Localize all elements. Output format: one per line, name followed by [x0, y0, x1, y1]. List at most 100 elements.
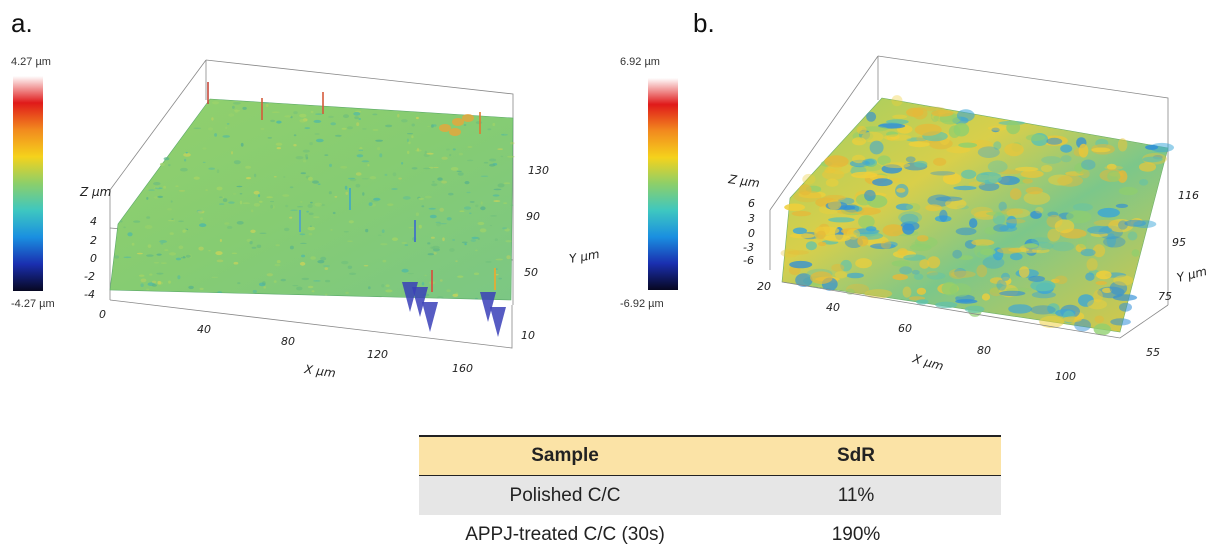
texture-mark — [170, 200, 173, 203]
texture-mark — [228, 113, 235, 117]
texture-mark — [818, 241, 827, 247]
texture-mark — [989, 287, 1003, 297]
texture-mark — [426, 152, 434, 155]
texture-mark — [216, 259, 224, 263]
texture-mark — [140, 278, 147, 283]
texture-mark — [433, 252, 437, 255]
panel-b-x-tick: 100 — [1055, 370, 1076, 383]
panel-a-z-tick: -2 — [84, 270, 95, 283]
surface-pit — [480, 292, 496, 322]
texture-mark — [896, 188, 906, 193]
texture-mark — [1093, 323, 1112, 336]
texture-mark — [123, 226, 126, 229]
texture-mark — [302, 159, 307, 163]
texture-mark — [250, 229, 256, 233]
texture-mark — [851, 171, 878, 179]
texture-mark — [408, 227, 414, 229]
frame-b — [769, 55, 1169, 305]
colorbar-b — [648, 78, 678, 290]
texture-mark — [927, 256, 941, 269]
texture-mark — [290, 115, 293, 119]
texture-mark — [240, 142, 244, 147]
texture-mark — [236, 221, 244, 225]
texture-mark — [347, 240, 353, 242]
texture-mark — [270, 204, 274, 209]
texture-mark — [952, 249, 963, 259]
texture-mark — [975, 171, 1002, 184]
texture-mark — [313, 216, 320, 219]
texture-mark — [208, 250, 211, 252]
texture-mark — [1078, 236, 1087, 248]
texture-mark — [457, 172, 464, 176]
texture-mark — [976, 264, 988, 278]
texture-mark — [953, 122, 970, 137]
texture-mark — [345, 191, 349, 195]
texture-mark — [977, 146, 1000, 158]
texture-mark — [146, 197, 149, 200]
texture-mark — [1031, 291, 1056, 299]
texture-mark — [168, 252, 177, 256]
texture-mark — [489, 163, 496, 167]
texture-mark — [456, 170, 462, 173]
texture-mark — [958, 142, 978, 148]
panel-b-y-tick: 55 — [1146, 346, 1160, 359]
texture-mark — [1139, 179, 1149, 186]
texture-mark — [886, 119, 909, 125]
texture-mark — [320, 256, 327, 261]
texture-mark — [498, 277, 502, 280]
texture-mark — [858, 215, 875, 229]
texture-mark — [987, 160, 1008, 173]
texture-mark — [500, 133, 508, 136]
texture-mark — [296, 286, 303, 291]
texture-mark — [895, 203, 914, 211]
texture-mark — [276, 120, 282, 124]
panel-a-z-axis-title: Z µm — [79, 185, 111, 199]
texture-mark — [245, 165, 252, 169]
texture-mark — [880, 240, 892, 249]
texture-mark — [284, 115, 292, 118]
texture-mark — [905, 156, 916, 163]
texture-mark — [185, 254, 191, 258]
texture-mark — [185, 151, 188, 154]
panel-a-z-tick: 0 — [90, 252, 97, 265]
texture-mark — [341, 260, 349, 265]
texture-mark — [397, 113, 400, 118]
texture-mark — [249, 240, 253, 245]
texture-mark — [411, 123, 415, 127]
texture-mark — [1093, 219, 1121, 226]
texture-mark — [200, 217, 203, 221]
texture-mark — [942, 172, 962, 185]
texture-mark — [168, 219, 174, 222]
texture-mark — [398, 177, 402, 180]
panel-b-y-axis-title: Y µm — [1175, 264, 1208, 285]
texture-mark — [974, 244, 992, 258]
texture-mark — [429, 214, 437, 219]
texture-mark — [503, 182, 511, 185]
texture-mark — [1127, 231, 1138, 241]
texture-mark — [475, 121, 483, 125]
texture-mark — [232, 105, 235, 109]
texture-mark — [805, 241, 817, 251]
texture-mark — [285, 204, 289, 208]
texture-mark — [883, 134, 912, 141]
texture-mark — [154, 186, 160, 189]
texture-mark — [935, 196, 963, 202]
texture-mark — [233, 261, 239, 265]
texture-mark — [341, 127, 347, 130]
texture-mark — [961, 169, 977, 179]
texture-mark — [852, 154, 866, 164]
texture-mark — [148, 189, 155, 191]
texture-mark — [909, 243, 932, 252]
texture-mark — [978, 182, 1000, 191]
texture-mark — [899, 266, 913, 275]
texture-mark — [1006, 120, 1021, 135]
texture-mark — [311, 290, 315, 293]
texture-mark — [325, 293, 328, 296]
colorbar-b-max-label: 6.92 µm — [620, 56, 660, 68]
texture-mark — [274, 263, 281, 267]
texture-mark — [446, 289, 451, 293]
texture-mark — [479, 228, 487, 233]
texture-mark — [231, 252, 238, 255]
texture-mark — [301, 254, 306, 258]
texture-mark — [293, 144, 297, 147]
